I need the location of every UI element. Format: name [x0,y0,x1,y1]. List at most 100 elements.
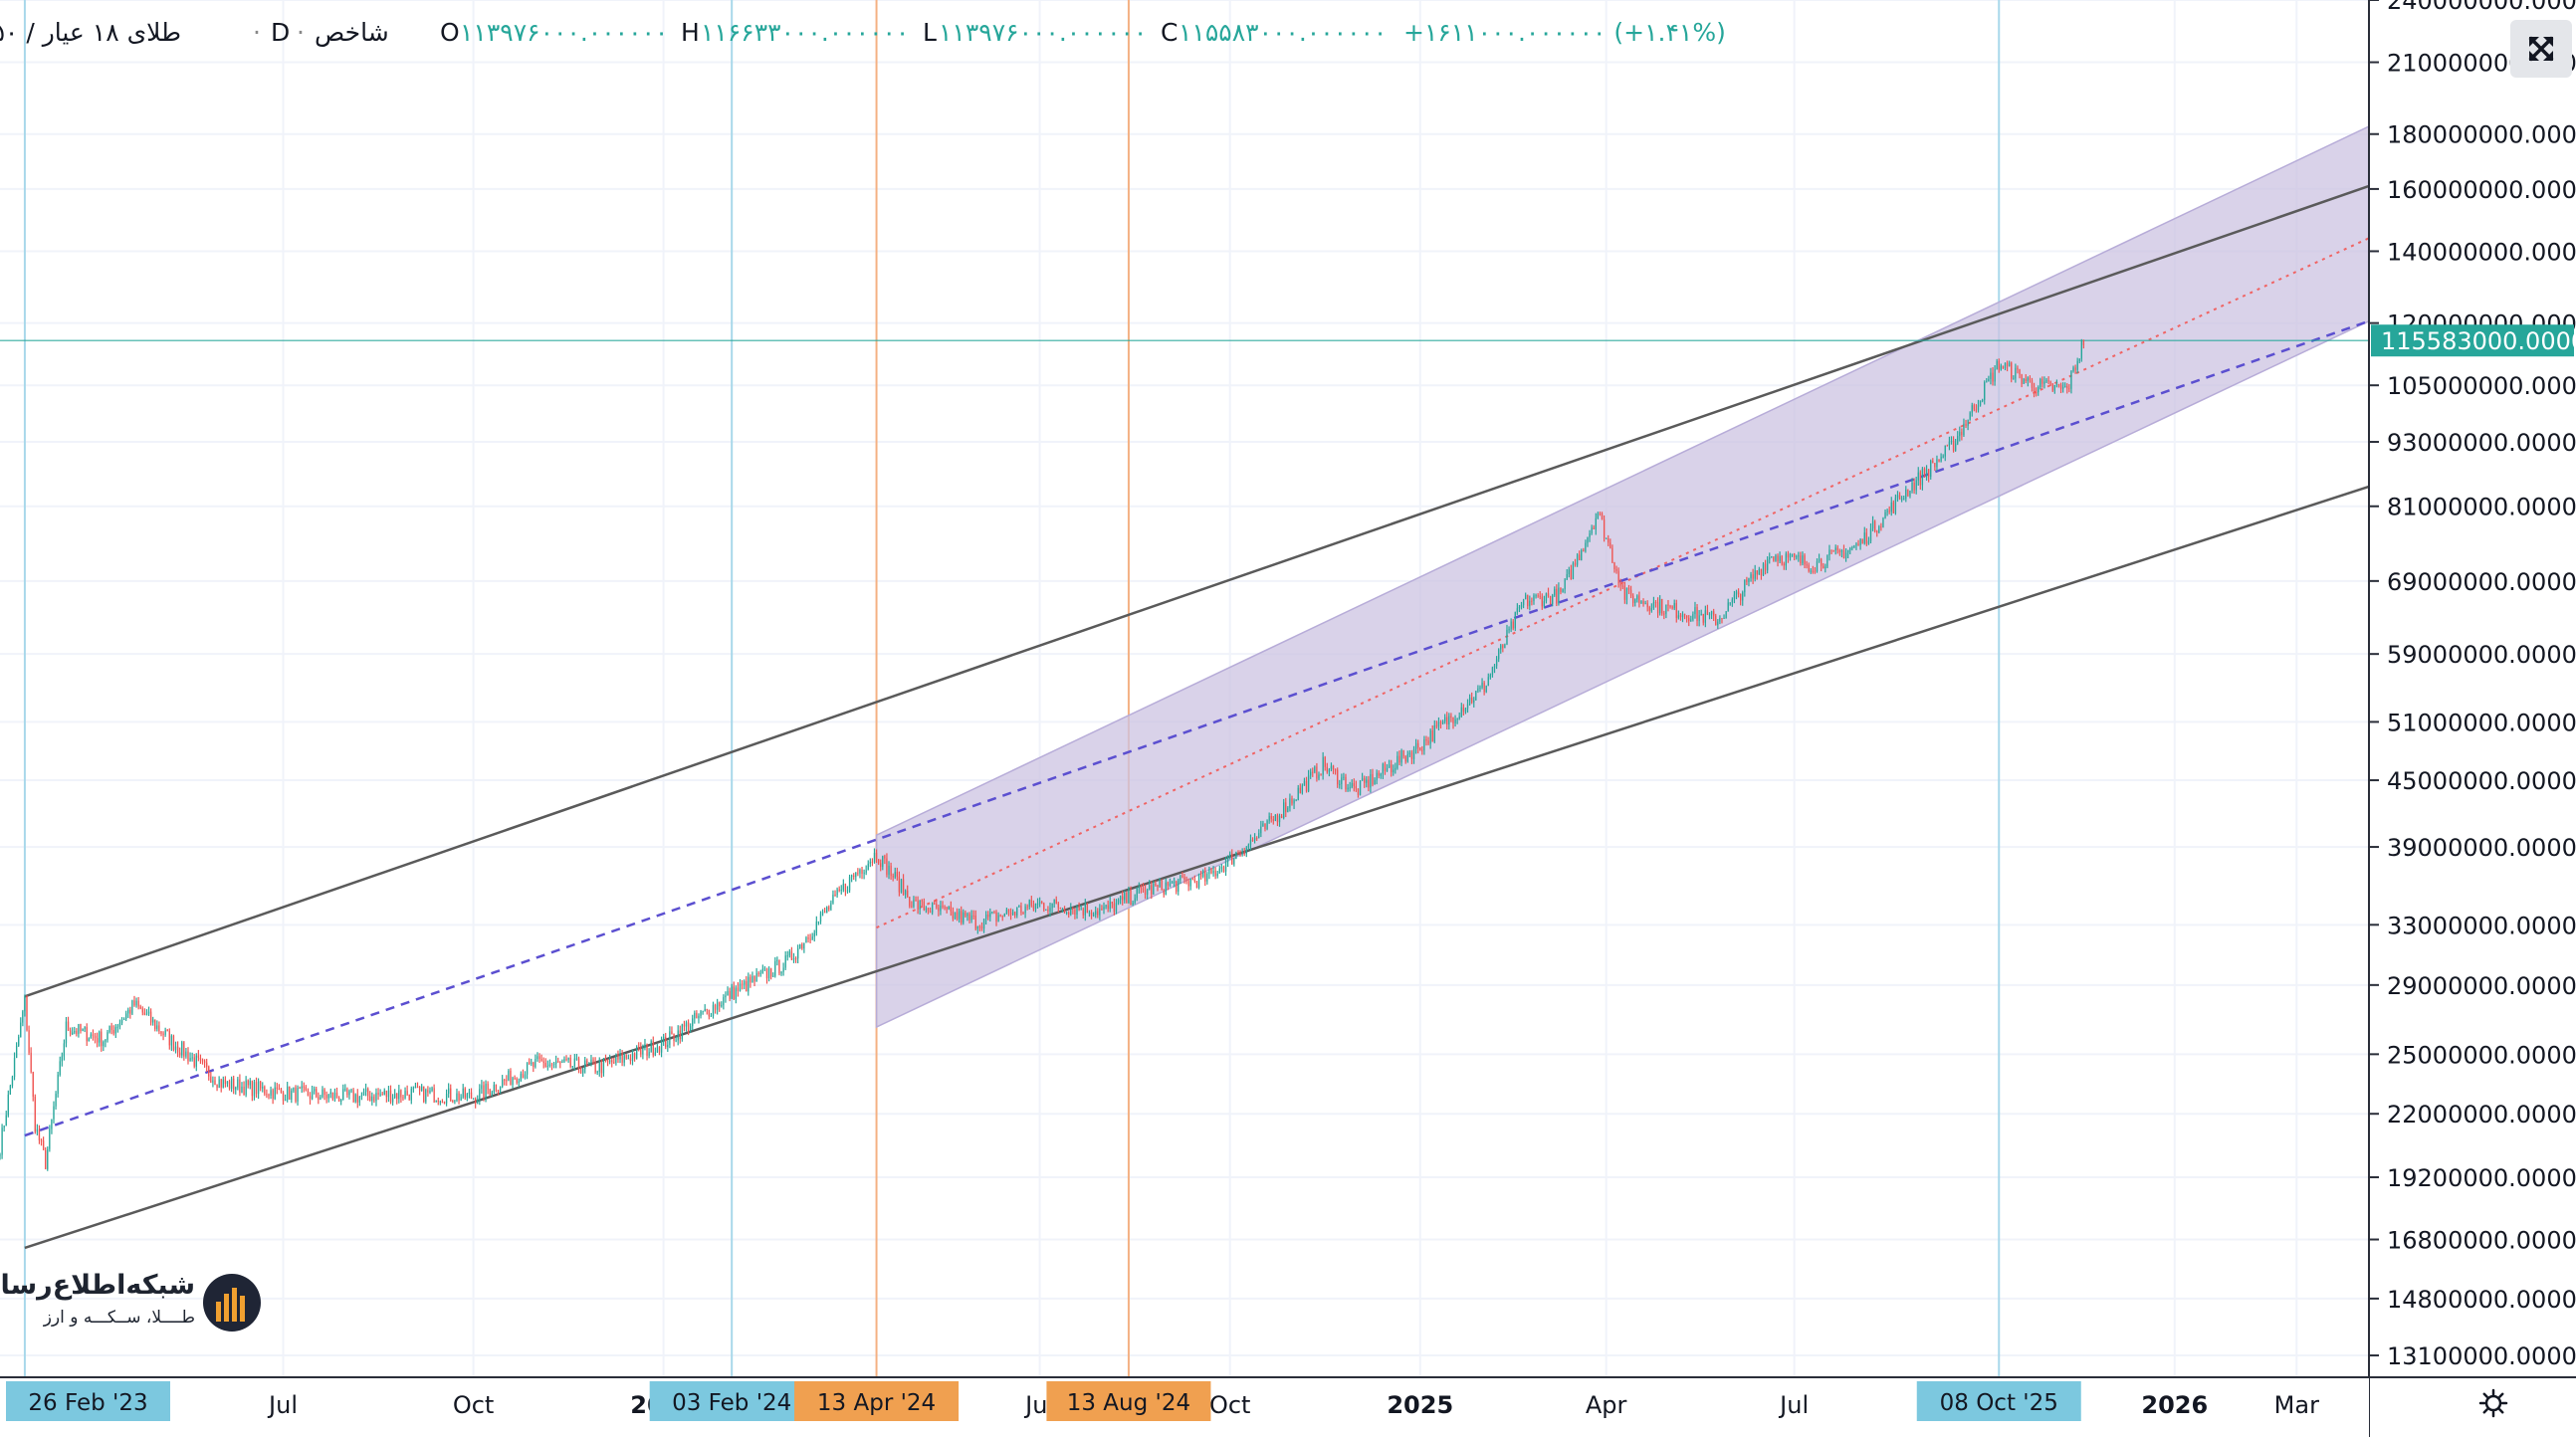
candle-body [919,900,921,910]
candle-body [654,1052,656,1056]
marker-label-bg [649,1381,814,1421]
candle-body [162,1033,164,1035]
candle-body [1744,579,1746,593]
candle-body [1808,564,1810,571]
symbol-name: طلای ۱۸ عیار / ۷۵۰ [0,18,181,47]
candle-body [1549,595,1552,605]
candle-body [909,897,911,907]
candle-body [746,980,748,992]
candle-body [108,1025,110,1033]
candle-body [1859,538,1861,545]
candle-body [861,869,863,874]
candle-body [1318,774,1320,779]
candle-body [389,1090,392,1103]
candle-body [1769,557,1771,560]
candle-body [733,986,735,1000]
candle-body [563,1059,565,1062]
settings-button[interactable] [2464,1381,2523,1425]
candle-body [714,1004,717,1010]
candle-body [561,1061,563,1064]
outer-lower-line [24,485,2370,1250]
candle-body [952,911,955,920]
candle-body [997,915,999,922]
candle-body [1840,549,1843,552]
candle-body [542,1061,544,1064]
candle-body [1220,867,1223,869]
candle-body [927,908,930,912]
candle-body [617,1055,619,1060]
candle-body [1876,531,1878,533]
candle-body [1005,909,1008,915]
candle-body [203,1061,206,1063]
candle-body [1574,562,1577,565]
candle-body [86,1027,88,1042]
candle-body [1297,787,1299,801]
candle-body [1650,608,1652,611]
candle-body [1187,881,1189,887]
candle-body [318,1097,320,1101]
candle-body [588,1063,590,1065]
candle-body [1026,906,1028,908]
candle-body [228,1081,231,1089]
candle-body [1307,775,1310,791]
candle-body [344,1089,346,1091]
candle-body [129,1009,131,1014]
candle-body [1844,552,1847,559]
candle-body [1022,913,1024,915]
candle-body [708,1009,710,1017]
candle-body [2043,381,2045,384]
candle-body [961,911,963,924]
candle-body [1627,587,1630,590]
candle-body [84,1027,86,1029]
candle-body [282,1093,285,1102]
candle-body [141,1008,143,1013]
candle-body [1597,513,1600,518]
candle-body [984,914,987,920]
candle-body [1909,491,1911,497]
candle-body [1122,896,1124,901]
candle-body [640,1047,642,1055]
candle-body [1421,749,1423,751]
candle-body [1965,423,1967,426]
candle-body [237,1079,239,1088]
candle-body [750,976,751,983]
candle-body [1151,885,1153,895]
x-tick-label: 2025 [1387,1391,1453,1419]
candle-body [1489,675,1492,678]
candle-body [1245,847,1247,855]
candle-body [1433,724,1435,742]
candle-body [320,1097,322,1101]
y-tick-label: 13100000.0000000 [2387,1342,2576,1370]
candle-body [636,1046,638,1059]
candle-body [638,1046,640,1048]
candle-body [894,872,896,878]
candle-body [522,1073,525,1079]
candle-body [1204,871,1206,882]
candle-body [721,1005,723,1007]
channel-drawings[interactable] [0,124,2370,1250]
candle-body [1464,708,1467,713]
candle-body [57,1074,59,1095]
y-tick-label: 160000000.0000000 [2387,176,2576,204]
marker-labels: 26 Feb '23 03 Feb '24 13 Apr '24 13 Aug '24… [6,1381,2081,1421]
candle-body [767,968,770,979]
candle-body [1253,837,1256,841]
candle-body [592,1059,594,1063]
candle-body [524,1074,527,1079]
candle-body [1471,697,1473,703]
candle-body [978,925,981,927]
price-axis-bg [2369,0,2576,1437]
candle-body [995,912,997,922]
candle-body [289,1086,291,1100]
candle-body [799,943,801,949]
candle-body [1057,903,1059,909]
candle-body [329,1092,331,1095]
candle-body [1053,899,1055,904]
candle-body [65,1021,68,1044]
candle-body [803,942,805,949]
candle-body [1466,704,1469,709]
candle-body [1892,502,1894,513]
expand-button[interactable] [2510,20,2572,78]
candle-body [13,1058,16,1078]
